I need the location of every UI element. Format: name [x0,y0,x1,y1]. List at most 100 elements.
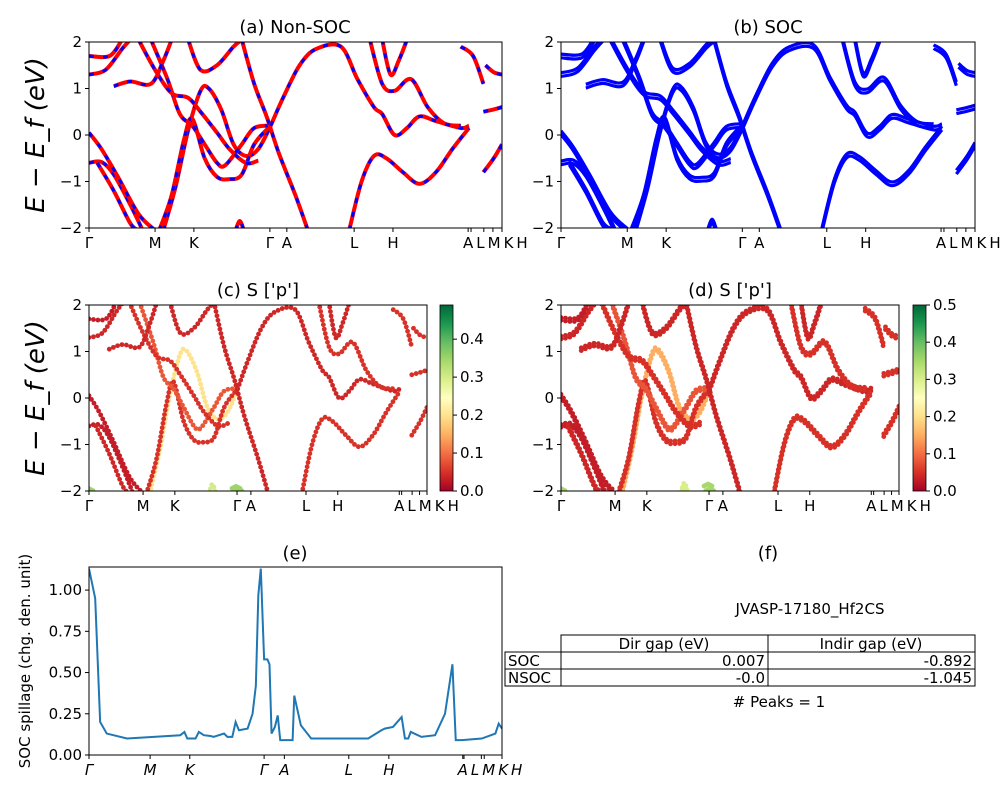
projection-dot [243,417,248,423]
projection-dot [188,418,194,424]
projection-dot [650,397,655,403]
projection-dot [651,372,657,378]
projection-dot [634,410,639,416]
projection-dot [693,387,699,393]
projection-dot [163,403,169,409]
projection-dot [703,372,708,378]
projection-dot [89,393,92,399]
projection-dot [174,366,180,372]
panel-b-ytick-label: −1 [532,173,554,191]
projection-dot [143,317,149,323]
projection-dot [148,478,153,483]
projection-dot [663,391,669,397]
projection-dot [241,369,247,375]
projection-dot [212,404,217,409]
projection-dot [575,442,581,448]
projection-dot [105,447,111,453]
projection-dot [686,312,692,317]
projection-dot [165,357,171,362]
projection-dot [132,345,138,351]
projection-dot [156,443,162,448]
projection-dot [618,480,624,486]
projection-dot [153,352,158,358]
projection-dot [642,307,647,313]
panel-c-xtick-label: H [332,497,343,515]
projection-dot [201,394,207,400]
projection-dot [316,421,322,427]
projection-dot [325,339,330,345]
projection-dot [649,328,655,334]
projection-dot [787,423,792,429]
projection-dot [686,398,692,404]
projection-dot [862,384,867,390]
projection-dot [388,403,393,408]
projection-dot [200,313,206,319]
panel-e-ytick-label: 1.00 [49,581,82,599]
projection-dot [693,421,698,427]
projection-dot [366,437,372,443]
projection-dot [656,409,662,415]
nonsoc-band-dash [89,159,144,228]
projection-dot [592,460,598,465]
projection-dot [767,309,773,315]
soc-band-line [567,163,607,228]
projection-dot [604,344,610,349]
projection-dot [179,414,185,420]
projection-dot [672,407,678,413]
projection-dot [238,400,243,406]
panel-c-frame [88,304,428,492]
projection-dot [221,344,227,349]
projection-dot [343,392,349,398]
projection-dot [693,342,699,348]
projection-dot [417,332,423,338]
projection-dot [321,326,327,332]
panel-c-ytick-label: 1 [72,343,82,361]
projection-dot [208,305,214,309]
projection-dot [857,384,863,390]
panel-c-xtick-label: L [407,497,416,515]
projection-dot [99,424,104,430]
projection-dot [247,352,253,358]
projection-dot [161,416,167,422]
panel-c-title: (c) S ['p'] [217,280,299,301]
projection-dot [104,324,110,329]
projection-dot [181,378,187,383]
projection-dot [594,464,600,470]
projection-dot [162,412,167,417]
projection-dot [734,318,740,324]
projection-dot [319,313,324,319]
projection-dot [138,324,143,330]
projection-dot [728,330,733,336]
projection-dot [617,485,623,491]
projection-dot [337,328,343,334]
projection-dot [626,454,631,460]
projection-dot [154,456,159,462]
projection-dot [149,473,155,479]
projection-dot [721,346,727,352]
projection-dot [641,358,646,363]
panel-e-title: (e) [282,543,307,564]
projection-dot [173,390,179,396]
projection-dot [162,377,168,383]
projection-dot [200,390,206,396]
projection-dot [240,408,246,414]
projection-dot [635,401,641,407]
projection-dot [878,331,884,337]
projection-dot [249,348,255,354]
projection-dot [807,350,813,356]
projection-dot [265,316,270,321]
projection-dot [719,351,725,356]
projection-dot [190,360,196,366]
projection-dot [212,488,218,491]
projection-dot [132,312,138,318]
projection-dot [218,413,224,418]
projection-dot [772,321,778,327]
projection-dot [128,344,134,349]
colorbar-ticks: 0.0 0.1 0.2 0.3 0.4 0.0 0.1 0.2 0.3 0.4 0.5 [453,296,957,500]
projection-dot [835,364,840,370]
projection-dot [185,330,191,336]
projection-dot [312,352,317,358]
nonsoc-band-line [89,131,156,228]
projection-dot [304,464,310,470]
projection-dot [658,351,664,356]
